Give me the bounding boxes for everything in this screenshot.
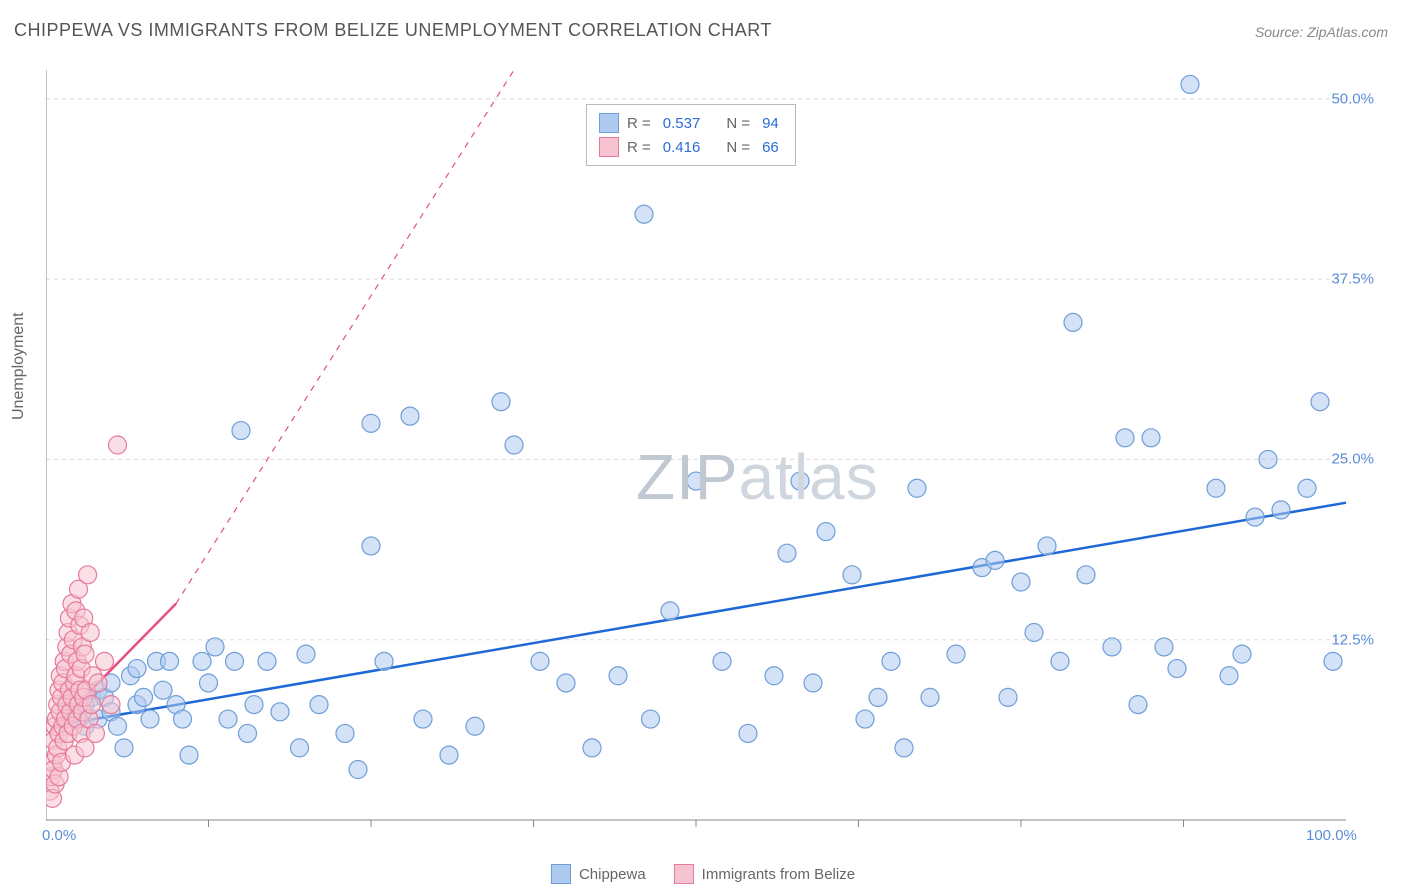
r-value: 0.537 xyxy=(663,115,701,132)
n-value: 66 xyxy=(762,139,779,156)
y-tick-label: 37.5% xyxy=(1331,271,1374,288)
scatter-chart: R =0.537 N =94 R =0.416 N =66 ZIPatlas 1… xyxy=(46,50,1386,842)
r-label: R = xyxy=(627,115,651,132)
legend-swatch xyxy=(674,864,694,884)
y-axis-label: Unemployment xyxy=(10,312,28,420)
bottom-legend-item: Chippewa xyxy=(551,864,646,884)
stats-legend-row: R = 0.537 N = 94 xyxy=(599,111,783,135)
x-tick-label: 100.0% xyxy=(1306,827,1357,844)
stats-legend-row: R = 0.416 N = 66 xyxy=(599,135,783,159)
legend-swatch xyxy=(599,113,619,133)
n-value: 94 xyxy=(762,115,779,132)
stats-legend: R = 0.537 N = 94 R = 0.416 N = 66 xyxy=(586,104,796,166)
bottom-legend-item: Immigrants from Belize xyxy=(674,864,855,884)
legend-label: Immigrants from Belize xyxy=(702,866,855,883)
n-label: N = xyxy=(726,139,750,156)
r-label: R = xyxy=(627,139,651,156)
x-tick-label: 0.0% xyxy=(42,827,76,844)
y-tick-label: 25.0% xyxy=(1331,451,1374,468)
source-attribution: Source: ZipAtlas.com xyxy=(1255,24,1388,40)
legend-swatch xyxy=(599,137,619,157)
n-label: N = xyxy=(726,115,750,132)
legend-label: Chippewa xyxy=(579,866,646,883)
y-tick-label: 50.0% xyxy=(1331,90,1374,107)
legend-swatch xyxy=(551,864,571,884)
bottom-legend: Chippewa Immigrants from Belize xyxy=(551,864,855,884)
y-tick-label: 12.5% xyxy=(1331,631,1374,648)
r-value: 0.416 xyxy=(663,139,701,156)
chart-title: CHIPPEWA VS IMMIGRANTS FROM BELIZE UNEMP… xyxy=(14,20,772,41)
plot-svg xyxy=(46,50,1386,842)
